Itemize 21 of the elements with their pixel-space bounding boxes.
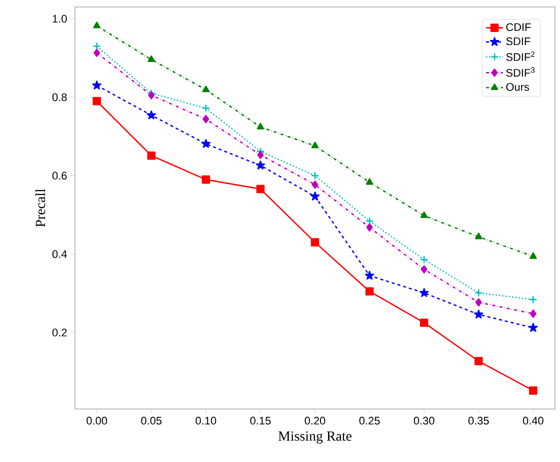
y-tick-label: 0.2 (52, 328, 67, 336)
y-tick-label: 0.6 (52, 172, 67, 180)
y-axis-title: Precall (35, 188, 46, 227)
legend-label: SDIF$^{3}$ (506, 67, 535, 77)
x-tick-label: 0.20 (304, 416, 326, 425)
x-tick-label: 0.35 (468, 416, 489, 425)
legend-label: SDIF (506, 37, 530, 46)
x-tick-label: 0.25 (359, 416, 380, 425)
x-tick-label: 0.15 (250, 416, 271, 425)
x-tick-label: 0.00 (86, 416, 108, 425)
x-tick-label: 0.30 (414, 416, 434, 425)
x-tick-label: 0.10 (196, 416, 216, 425)
legend-label: CDIF (506, 23, 531, 31)
x-tick-label: 0.40 (522, 416, 544, 425)
x-tick-label: 0.05 (141, 416, 162, 425)
legend-label: Ours (506, 83, 530, 91)
x-axis-title: Missing Rate (278, 431, 352, 444)
y-tick-label: 1.0 (52, 14, 67, 23)
legend-label: SDIF$^{2}$ (506, 51, 535, 61)
y-tick-label: 0.4 (52, 250, 67, 258)
y-tick-label: 0.8 (52, 93, 67, 102)
